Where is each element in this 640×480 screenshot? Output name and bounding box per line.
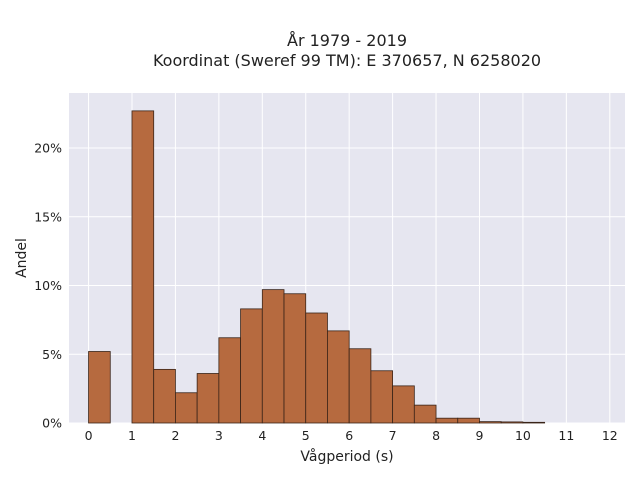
x-tick-label: 6	[345, 428, 353, 443]
y-ticks: 0% 5% 10% 15% 20%	[34, 141, 62, 431]
y-tick-label: 10%	[34, 278, 62, 293]
histogram-bar	[218, 337, 241, 424]
y-tick-label: 20%	[34, 141, 62, 156]
histogram-bar	[305, 312, 328, 424]
y-axis-label: Andel	[14, 238, 30, 278]
x-tick-label: 10	[515, 428, 531, 443]
histogram-bar	[479, 421, 502, 424]
histogram-bar	[196, 373, 220, 424]
x-tick-label: 11	[558, 428, 574, 443]
chart-subtitle: Koordinat (Sweref 99 TM): E 370657, N 62…	[153, 51, 541, 70]
chart-title: År 1979 - 2019	[287, 31, 407, 50]
histogram-bar	[283, 293, 307, 424]
histogram-bar	[153, 368, 176, 424]
x-tick-label: 0	[85, 428, 93, 443]
x-tick-label: 3	[215, 428, 223, 443]
x-tick-label: 8	[432, 428, 440, 443]
histogram-bar	[327, 330, 350, 424]
x-tick-label: 1	[128, 428, 136, 443]
y-tick-label: 5%	[42, 347, 62, 362]
x-tick-label: 4	[258, 428, 266, 443]
histogram-bar	[370, 370, 394, 424]
histogram-bar	[457, 417, 480, 424]
histogram-bar	[88, 351, 111, 424]
x-tick-label: 5	[302, 428, 310, 443]
y-tick-label: 0%	[42, 416, 62, 431]
bars	[88, 110, 546, 424]
histogram-bar	[261, 289, 285, 424]
histogram-bar	[435, 417, 459, 424]
histogram-bar	[175, 392, 198, 424]
histogram-bar	[413, 404, 437, 424]
x-tick-label: 9	[476, 428, 484, 443]
histogram-bar	[522, 421, 546, 424]
y-tick-label: 15%	[34, 209, 62, 224]
histogram-bar	[500, 421, 524, 424]
x-tick-label: 2	[171, 428, 179, 443]
histogram-bar	[392, 385, 415, 424]
x-tick-label: 7	[389, 428, 397, 443]
histogram-bar	[348, 348, 372, 424]
x-ticks: 0 1 2 3 4 5 6 7 8 9 10 11 12	[85, 428, 618, 443]
histogram-bar	[131, 110, 155, 424]
histogram-bar	[240, 308, 263, 424]
x-tick-label: 12	[602, 428, 618, 443]
x-axis-label: Vågperiod (s)	[300, 448, 393, 465]
